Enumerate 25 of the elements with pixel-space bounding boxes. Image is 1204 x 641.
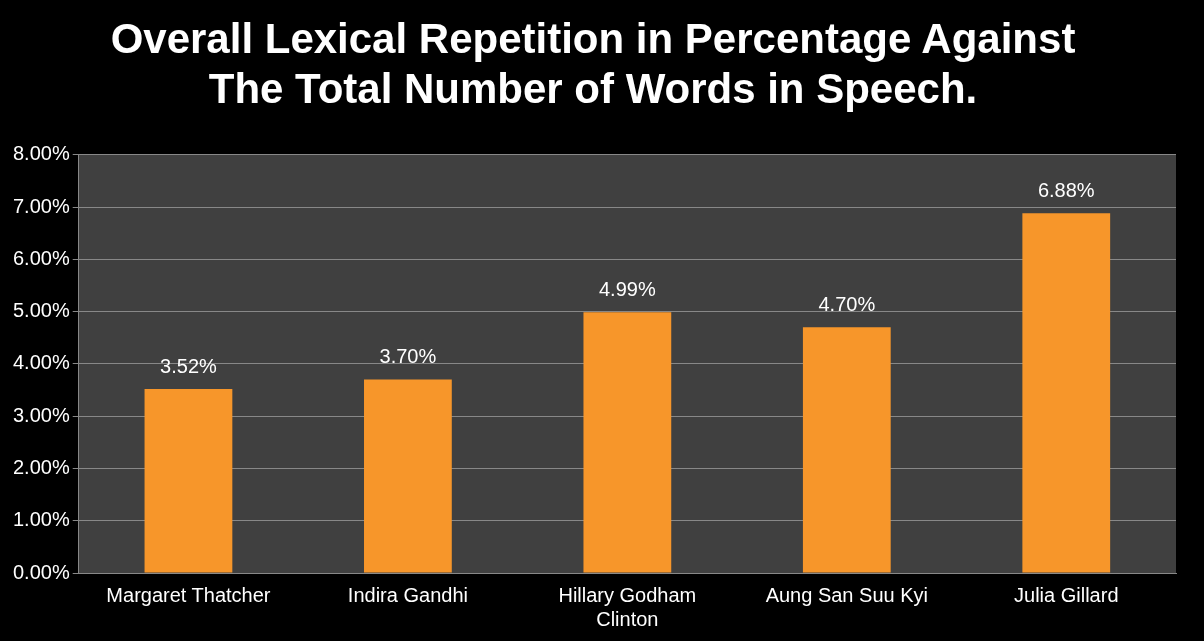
y-tick-label: 8.00% [12, 142, 70, 165]
bar [802, 327, 891, 573]
bar [364, 379, 452, 573]
x-tick-label: Indira Gandhi [347, 583, 468, 606]
y-tick-label: 3.00% [12, 403, 70, 426]
x-tick-label: Hillary Godham Clinton [558, 583, 697, 630]
x-tick-label: Aung San Suu Kyi [765, 583, 928, 606]
data-label: 3.52% [160, 354, 217, 377]
bar [144, 388, 233, 573]
y-tick-label: 4.00% [12, 351, 70, 374]
y-tick-label: 0.00% [12, 560, 70, 583]
data-label: 3.70% [379, 345, 437, 368]
bar [1022, 213, 1111, 573]
bar [583, 312, 672, 573]
y-tick-label: 5.00% [12, 299, 70, 322]
y-tick-label: 7.00% [12, 194, 70, 217]
y-tick-label: 1.00% [12, 508, 70, 531]
x-tick-label: Julia Gillard [1014, 583, 1119, 606]
y-tick-label: 2.00% [12, 455, 70, 478]
data-label: 4.99% [599, 277, 656, 300]
y-tick-label: 6.00% [12, 246, 70, 269]
chart-title: Overall Lexical Repetition in Percentage Against The Total Number of Words in Speech. [110, 14, 1076, 113]
data-label: 6.88% [1037, 178, 1095, 201]
data-label: 4.70% [818, 292, 876, 315]
x-tick-label: Margaret Thatcher [106, 583, 271, 606]
